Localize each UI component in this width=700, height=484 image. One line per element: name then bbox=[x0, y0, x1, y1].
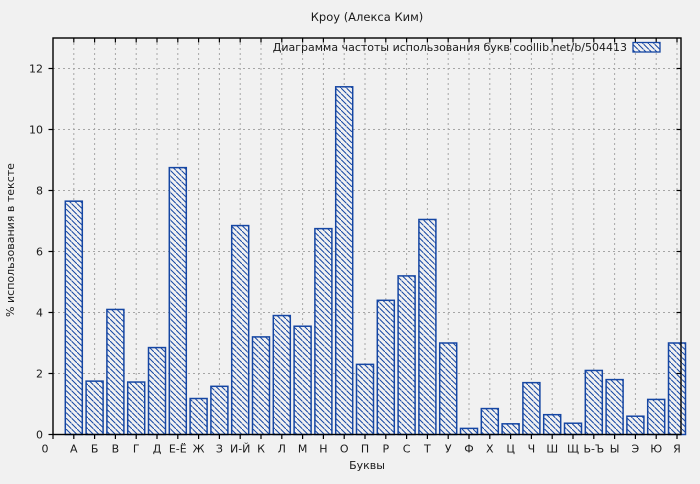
x-tick-label: К bbox=[257, 443, 265, 456]
bar-А bbox=[64, 200, 84, 436]
x-tick-label: Р bbox=[382, 443, 389, 456]
bar-К bbox=[251, 336, 271, 436]
bar-Р bbox=[376, 299, 396, 436]
bar-З bbox=[210, 385, 229, 436]
x-tick-label: Ь-Ъ bbox=[583, 443, 604, 456]
x-tick-label: Е-Ё bbox=[169, 443, 187, 456]
y-tick-label: 8 bbox=[36, 184, 43, 197]
bar-П bbox=[355, 363, 375, 436]
x-tick-label: И-Й bbox=[230, 443, 250, 456]
x-tick-label: С bbox=[403, 443, 411, 456]
x-tick-label: Н bbox=[319, 443, 327, 456]
x-tick-label: Г bbox=[133, 443, 140, 456]
bar-И-Й bbox=[230, 224, 250, 436]
bar-Э bbox=[626, 415, 645, 436]
x-tick-label: Ы bbox=[610, 443, 620, 456]
x-tick-label-zero: 0 bbox=[42, 443, 49, 456]
bar-Ш bbox=[542, 413, 562, 436]
x-axis-title: Буквы bbox=[349, 459, 385, 472]
x-tick-label: Б bbox=[91, 443, 99, 456]
y-tick-label: 6 bbox=[36, 245, 43, 258]
x-tick-label: М bbox=[298, 443, 308, 456]
x-tick-label: Т bbox=[423, 443, 431, 456]
x-tick-label: Ч bbox=[528, 443, 536, 456]
y-tick-label: 12 bbox=[29, 62, 43, 75]
bar-Н bbox=[314, 227, 333, 436]
x-tick-label: Х bbox=[486, 443, 494, 456]
bar-Г bbox=[126, 381, 146, 436]
bar-Ю bbox=[646, 398, 666, 436]
bar-Ь-Ъ bbox=[584, 369, 604, 436]
x-tick-label: Ю bbox=[650, 443, 662, 456]
bar-В bbox=[106, 308, 125, 436]
x-tick-label: Д bbox=[153, 443, 162, 456]
bar-Ц bbox=[501, 423, 520, 436]
x-tick-label: Л bbox=[278, 443, 286, 456]
bar-Б bbox=[85, 380, 104, 436]
bar-Х bbox=[480, 407, 500, 436]
x-tick-label: Щ bbox=[567, 443, 579, 456]
x-tick-label: Я bbox=[673, 443, 681, 456]
bar-Я bbox=[667, 342, 687, 436]
bar-Ч bbox=[522, 381, 541, 436]
bar-Ф bbox=[459, 427, 479, 436]
x-tick-label: Э bbox=[632, 443, 640, 456]
bar-Л bbox=[272, 314, 292, 436]
x-tick-label: Ж bbox=[193, 443, 205, 456]
bar-Т bbox=[418, 218, 437, 436]
bar-Ж bbox=[189, 397, 208, 436]
bar-Ы bbox=[605, 378, 624, 436]
x-tick-label: У bbox=[445, 443, 452, 456]
y-tick-label: 10 bbox=[29, 123, 43, 136]
bar-О bbox=[334, 86, 354, 436]
bar-Д bbox=[147, 346, 167, 436]
x-tick-label: П bbox=[361, 443, 369, 456]
bar-М bbox=[293, 325, 312, 436]
y-tick-label: 4 bbox=[36, 306, 43, 319]
bar-У bbox=[438, 342, 458, 436]
legend-label: Диаграмма частоты использования букв coo… bbox=[273, 41, 627, 54]
y-axis-title: % использования в тексте bbox=[4, 163, 17, 317]
chart-title: Кроу (Алекса Ким) bbox=[310, 10, 424, 24]
x-tick-label: Ш bbox=[546, 443, 558, 456]
x-tick-label: О bbox=[340, 443, 349, 456]
plot-border bbox=[52, 37, 682, 436]
bar-Е-Ё bbox=[168, 166, 188, 436]
x-tick-label: А bbox=[70, 443, 78, 456]
x-tick-label: В bbox=[112, 443, 120, 456]
x-tick-label: Ф bbox=[464, 443, 473, 456]
x-tick-label: З bbox=[216, 443, 223, 456]
legend-swatch bbox=[632, 41, 661, 53]
bar-Щ bbox=[563, 422, 583, 436]
bar-С bbox=[397, 275, 416, 436]
x-tick-label: Ц bbox=[506, 443, 515, 456]
y-tick-label: 2 bbox=[36, 367, 43, 380]
y-tick-label: 0 bbox=[36, 428, 43, 441]
